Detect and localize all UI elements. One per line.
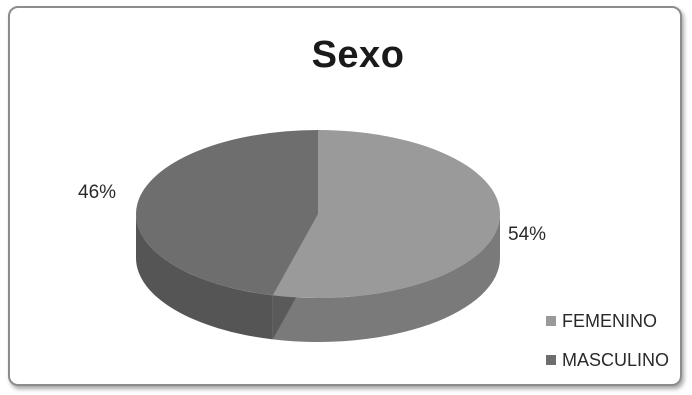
legend-label-masculino: MASCULINO bbox=[562, 349, 670, 370]
legend-swatch-masculino bbox=[546, 355, 556, 365]
pie-side-masculino bbox=[135, 214, 273, 340]
data-label-masculino: 46% bbox=[78, 182, 117, 203]
pie-side-femenino bbox=[272, 214, 500, 342]
legend-item-femenino: FEMENINO bbox=[546, 306, 669, 336]
pie-slice-femenino bbox=[272, 130, 500, 299]
legend: FEMENINO MASCULINO bbox=[546, 306, 669, 384]
legend-item-masculino: MASCULINO bbox=[546, 345, 669, 375]
legend-label-femenino: FEMENINO bbox=[562, 310, 658, 331]
chart-title: Sexo bbox=[311, 34, 405, 76]
pie-slice-masculino bbox=[135, 130, 318, 296]
legend-swatch-femenino bbox=[546, 316, 556, 326]
data-label-femenino: 54% bbox=[508, 224, 547, 245]
